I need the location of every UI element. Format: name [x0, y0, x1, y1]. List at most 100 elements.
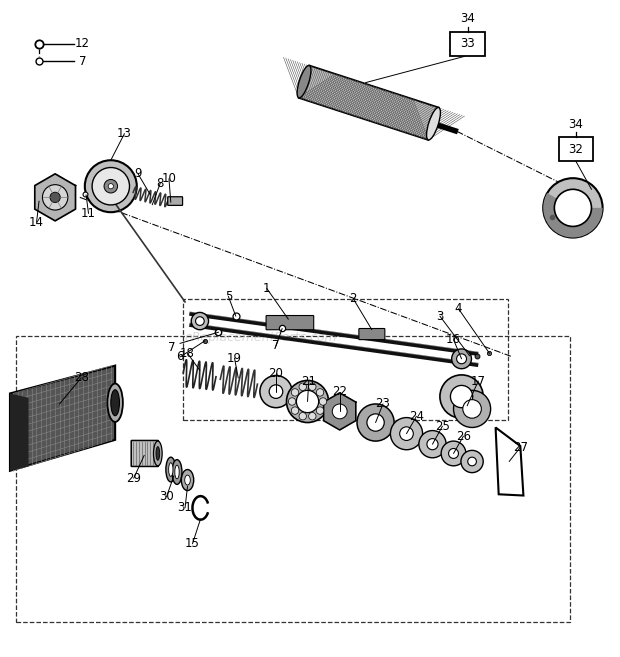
Circle shape — [316, 407, 324, 415]
Circle shape — [288, 397, 296, 405]
Circle shape — [419, 430, 446, 458]
Circle shape — [450, 386, 472, 408]
Circle shape — [309, 383, 316, 390]
Text: 10: 10 — [162, 172, 177, 185]
Circle shape — [463, 399, 481, 419]
Ellipse shape — [181, 470, 193, 491]
Text: 18: 18 — [180, 347, 195, 360]
Circle shape — [309, 413, 316, 420]
Polygon shape — [299, 66, 439, 140]
Circle shape — [427, 439, 438, 450]
Text: 34: 34 — [569, 118, 583, 131]
Text: 15: 15 — [185, 537, 200, 551]
Ellipse shape — [172, 460, 182, 484]
Ellipse shape — [166, 457, 175, 482]
Text: 20: 20 — [268, 367, 283, 380]
Ellipse shape — [107, 384, 123, 422]
Circle shape — [50, 193, 60, 202]
Circle shape — [456, 354, 466, 364]
Text: 1: 1 — [263, 282, 270, 295]
Circle shape — [543, 178, 603, 238]
Circle shape — [554, 189, 591, 227]
Circle shape — [269, 385, 283, 398]
Text: 17: 17 — [471, 374, 485, 388]
Text: 7: 7 — [167, 340, 175, 353]
Circle shape — [92, 168, 130, 205]
FancyBboxPatch shape — [359, 328, 385, 340]
Wedge shape — [543, 193, 603, 238]
Circle shape — [316, 389, 324, 396]
Ellipse shape — [111, 390, 120, 416]
Circle shape — [367, 414, 384, 431]
Text: 14: 14 — [29, 215, 44, 229]
Ellipse shape — [185, 475, 190, 485]
Ellipse shape — [427, 108, 440, 140]
Circle shape — [451, 349, 471, 369]
Circle shape — [319, 397, 327, 405]
Circle shape — [191, 313, 208, 330]
Circle shape — [299, 413, 306, 420]
Polygon shape — [10, 365, 115, 471]
Circle shape — [296, 390, 319, 413]
Circle shape — [400, 427, 414, 440]
Circle shape — [332, 404, 347, 419]
Circle shape — [441, 441, 466, 466]
Text: 3: 3 — [436, 309, 443, 323]
Text: 4: 4 — [454, 302, 463, 315]
Polygon shape — [324, 393, 356, 430]
Circle shape — [448, 449, 458, 459]
Ellipse shape — [156, 447, 160, 461]
Circle shape — [291, 389, 299, 396]
Circle shape — [453, 390, 490, 428]
Ellipse shape — [169, 463, 173, 476]
Text: 29: 29 — [126, 472, 141, 485]
FancyBboxPatch shape — [450, 32, 485, 57]
Text: 23: 23 — [376, 397, 391, 411]
Text: 13: 13 — [117, 127, 132, 140]
Circle shape — [85, 160, 137, 212]
Text: 30: 30 — [159, 490, 174, 503]
Text: 21: 21 — [301, 374, 316, 388]
Text: 33: 33 — [461, 37, 475, 51]
Text: 7: 7 — [79, 55, 86, 68]
FancyBboxPatch shape — [559, 137, 593, 162]
Circle shape — [286, 380, 329, 422]
Polygon shape — [10, 394, 29, 471]
Text: 7: 7 — [272, 339, 280, 352]
Text: 31: 31 — [177, 501, 192, 514]
Text: 11: 11 — [81, 207, 96, 220]
Text: 16: 16 — [446, 333, 461, 346]
Text: 27: 27 — [513, 441, 528, 454]
Text: 12: 12 — [75, 37, 90, 51]
Polygon shape — [35, 174, 76, 221]
FancyBboxPatch shape — [168, 196, 182, 206]
Circle shape — [291, 407, 299, 415]
Text: 8: 8 — [157, 177, 164, 190]
Text: 25: 25 — [435, 420, 450, 433]
FancyBboxPatch shape — [131, 440, 159, 466]
Circle shape — [461, 450, 483, 472]
Circle shape — [104, 179, 118, 193]
Ellipse shape — [175, 465, 179, 479]
Text: 9: 9 — [135, 168, 142, 181]
Text: 24: 24 — [409, 410, 424, 423]
FancyBboxPatch shape — [266, 315, 314, 330]
Circle shape — [467, 457, 476, 466]
Text: 22: 22 — [332, 385, 347, 398]
Text: 5: 5 — [224, 290, 232, 303]
Text: eReplacementParts.com: eReplacementParts.com — [184, 331, 337, 344]
Circle shape — [357, 404, 394, 441]
Circle shape — [391, 418, 423, 450]
Circle shape — [108, 183, 113, 189]
Text: 26: 26 — [456, 430, 471, 443]
Circle shape — [195, 317, 204, 325]
Text: 28: 28 — [74, 371, 89, 384]
Text: 19: 19 — [227, 351, 242, 365]
Text: 6: 6 — [176, 350, 184, 363]
Circle shape — [440, 375, 483, 419]
Ellipse shape — [297, 66, 311, 98]
Ellipse shape — [154, 441, 162, 466]
Circle shape — [299, 383, 306, 390]
Circle shape — [42, 185, 68, 210]
Circle shape — [260, 376, 292, 408]
